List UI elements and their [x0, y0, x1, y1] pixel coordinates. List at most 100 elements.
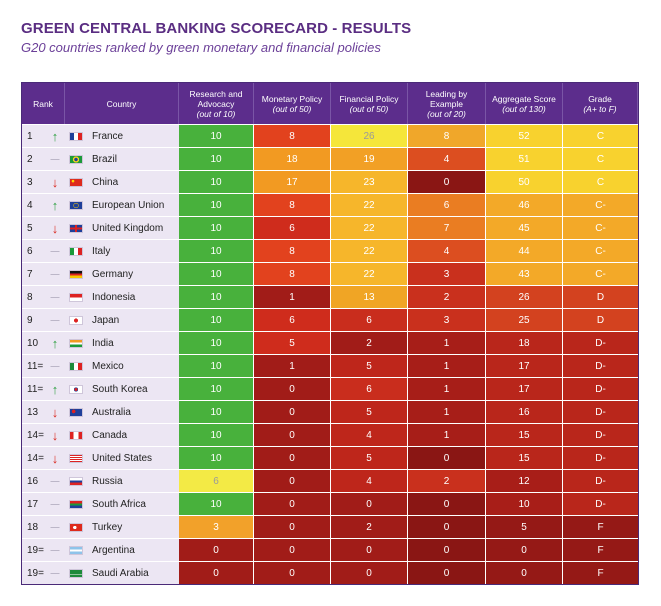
- argentina-flag-icon: [69, 545, 83, 555]
- aggregate-score-cell: 5: [486, 516, 563, 538]
- rank-cell: 18: [22, 516, 45, 538]
- monetary-score-cell: 0: [254, 562, 331, 584]
- trend-up-icon: ↑: [45, 125, 65, 147]
- trend-same-icon: —: [45, 516, 65, 538]
- aggregate-score-cell: 16: [486, 401, 563, 423]
- aggregate-score-cell: 0: [486, 562, 563, 584]
- rank-cell: 13: [22, 401, 45, 423]
- trend-down-icon: ↓: [45, 217, 65, 239]
- aggregate-score-cell: 18: [486, 332, 563, 354]
- grade-cell: D-: [563, 332, 638, 354]
- country-name: Indonesia: [92, 291, 136, 303]
- table-row: 2— Brazil 10 18 19 4 51 C: [22, 147, 638, 170]
- leading-score-cell: 0: [408, 171, 486, 193]
- japan-flag-icon: [69, 315, 83, 325]
- monetary-score-cell: 0: [254, 470, 331, 492]
- column-header-label: Rank: [33, 98, 53, 109]
- grade-cell: D-: [563, 355, 638, 377]
- usa-flag-icon: [69, 453, 83, 463]
- rank-cell: 3: [22, 171, 45, 193]
- research-score-cell: 3: [179, 516, 254, 538]
- financial-score-cell: 23: [331, 171, 408, 193]
- rank-cell: 14=: [22, 424, 45, 446]
- monetary-score-cell: 5: [254, 332, 331, 354]
- financial-score-cell: 6: [331, 309, 408, 331]
- country-cell: Saudi Arabia: [65, 562, 179, 584]
- grade-cell: D-: [563, 424, 638, 446]
- column-header-label: Financial Policy: [339, 93, 399, 104]
- country-cell: Italy: [65, 240, 179, 262]
- financial-score-cell: 0: [331, 562, 408, 584]
- research-score-cell: 10: [179, 309, 254, 331]
- column-header-research: Research and Advocacy (out of 10): [179, 83, 254, 124]
- aggregate-score-cell: 45: [486, 217, 563, 239]
- trend-same-icon: —: [45, 355, 65, 377]
- column-header-label: Leading by Example: [425, 88, 468, 109]
- monetary-score-cell: 17: [254, 171, 331, 193]
- trend-same-icon: —: [45, 263, 65, 285]
- trend-same-icon: —: [45, 539, 65, 561]
- column-header-subtitle: (out of 10): [196, 108, 236, 119]
- country-name: Saudi Arabia: [92, 567, 149, 579]
- leading-score-cell: 2: [408, 470, 486, 492]
- country-cell: South Africa: [65, 493, 179, 515]
- country-name: United States: [92, 452, 153, 464]
- financial-score-cell: 22: [331, 240, 408, 262]
- column-header-label: Research and Advocacy: [189, 88, 243, 109]
- rank-cell: 5: [22, 217, 45, 239]
- china-flag-icon: [69, 177, 83, 187]
- trend-down-icon: ↓: [45, 401, 65, 423]
- leading-score-cell: 0: [408, 539, 486, 561]
- monetary-score-cell: 6: [254, 309, 331, 331]
- aggregate-score-cell: 0: [486, 539, 563, 561]
- france-flag-icon: [69, 131, 83, 141]
- financial-score-cell: 6: [331, 378, 408, 400]
- scorecard-table: Rank Country Research and Advocacy (out of …: [21, 82, 639, 585]
- page-subtitle: G20 countries ranked by green monetary a…: [21, 40, 381, 55]
- india-flag-icon: [69, 338, 83, 348]
- financial-score-cell: 13: [331, 286, 408, 308]
- aggregate-score-cell: 43: [486, 263, 563, 285]
- monetary-score-cell: 8: [254, 263, 331, 285]
- trend-same-icon: —: [45, 286, 65, 308]
- research-score-cell: 10: [179, 194, 254, 216]
- column-header-label: Monetary Policy: [261, 93, 323, 104]
- rank-cell: 8: [22, 286, 45, 308]
- monetary-score-cell: 0: [254, 447, 331, 469]
- table-row: 3 ↓ China 10 17 23 0 50 C: [22, 170, 638, 193]
- country-name: Turkey: [92, 521, 123, 533]
- rank-cell: 2: [22, 148, 45, 170]
- table-row: 11= ↑ South Korea 10 0 6 1 17 D-: [22, 377, 638, 400]
- country-name: South Korea: [92, 383, 148, 395]
- financial-score-cell: 4: [331, 470, 408, 492]
- research-score-cell: 10: [179, 263, 254, 285]
- country-name: Russia: [92, 475, 123, 487]
- grade-cell: C: [563, 148, 638, 170]
- table-row: 14= ↓ United States 10 0 5 0 15 D-: [22, 446, 638, 469]
- column-header-subtitle: (out of 20): [427, 108, 466, 119]
- monetary-score-cell: 18: [254, 148, 331, 170]
- indonesia-flag-icon: [69, 292, 83, 302]
- rank-cell: 1: [22, 125, 45, 147]
- research-score-cell: 6: [179, 470, 254, 492]
- grade-cell: F: [563, 562, 638, 584]
- country-name: Mexico: [92, 360, 124, 372]
- leading-score-cell: 1: [408, 401, 486, 423]
- country-cell: Germany: [65, 263, 179, 285]
- column-header-label: Grade: [588, 93, 612, 104]
- financial-score-cell: 2: [331, 516, 408, 538]
- aggregate-score-cell: 51: [486, 148, 563, 170]
- country-name: France: [92, 130, 124, 142]
- country-name: Germany: [92, 268, 134, 280]
- aggregate-score-cell: 12: [486, 470, 563, 492]
- leading-score-cell: 6: [408, 194, 486, 216]
- country-name: South Africa: [92, 498, 146, 510]
- research-score-cell: 10: [179, 493, 254, 515]
- leading-score-cell: 8: [408, 125, 486, 147]
- country-cell: Australia: [65, 401, 179, 423]
- country-cell: France: [65, 125, 179, 147]
- country-cell: India: [65, 332, 179, 354]
- country-cell: Japan: [65, 309, 179, 331]
- column-header-country: Country: [65, 83, 179, 124]
- research-score-cell: 10: [179, 171, 254, 193]
